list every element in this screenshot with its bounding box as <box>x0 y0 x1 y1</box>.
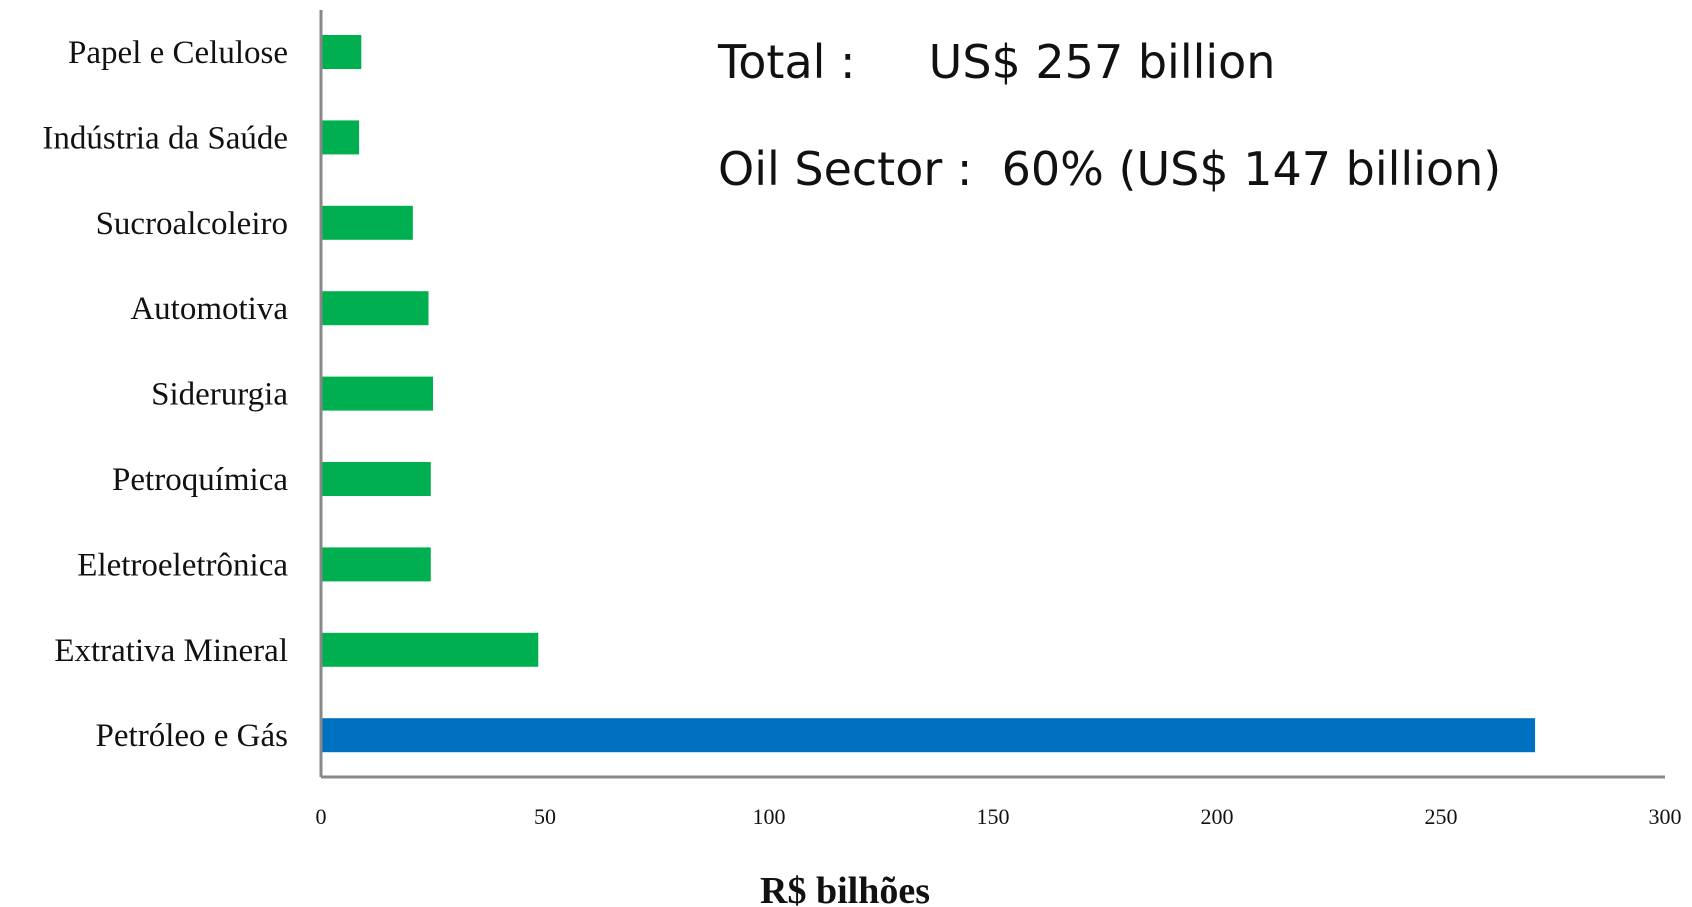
category-label-automotiva: Automotiva <box>130 291 288 327</box>
x-tick-100: 100 <box>753 804 786 829</box>
bars-group <box>321 35 1536 753</box>
category-label-siderurgia: Siderurgia <box>151 377 288 413</box>
category-labels: Papel e Celulose Indústria da Saúde Sucroa… <box>42 35 288 754</box>
category-label-eletroeletronica: Eletroeletrônica <box>77 547 288 583</box>
bar-industria-da-saude <box>321 120 360 155</box>
category-label-extrativa-mineral: Extrativa Mineral <box>54 633 288 669</box>
category-label-papel-e-celulose: Papel e Celulose <box>68 35 288 71</box>
category-label-industria-da-saude: Indústria da Saúde <box>42 120 288 156</box>
bar-eletroeletronica <box>321 547 431 582</box>
x-tick-50: 50 <box>534 804 556 829</box>
category-label-petroleo-e-gas: Petróleo e Gás <box>96 718 288 754</box>
bar-petroleo-e-gas <box>321 718 1536 753</box>
bar-papel-e-celulose <box>321 35 362 69</box>
bar-extrativa-mineral <box>321 632 539 667</box>
oil-sector-annotation: Oil Sector : 60% (US$ 147 billion) <box>718 142 1502 196</box>
bar-petroquimica <box>321 462 431 496</box>
category-label-petroquimica: Petroquímica <box>112 462 288 498</box>
x-tick-0: 0 <box>316 804 327 829</box>
x-tick-250: 250 <box>1425 804 1458 829</box>
total-annotation: Total : US$ 257 billion <box>718 35 1276 89</box>
x-axis-title: R$ bilhões <box>760 870 930 907</box>
category-label-sucroalcoleiro: Sucroalcoleiro <box>96 206 288 242</box>
x-tick-300: 300 <box>1649 804 1682 829</box>
x-tick-200: 200 <box>1201 804 1234 829</box>
x-tick-150: 150 <box>977 804 1010 829</box>
bar-sucroalcoleiro <box>321 205 413 240</box>
x-tick-labels: 0 50 100 150 200 250 300 <box>316 804 1682 829</box>
bar-siderurgia <box>321 376 433 411</box>
bar-automotiva <box>321 291 429 326</box>
